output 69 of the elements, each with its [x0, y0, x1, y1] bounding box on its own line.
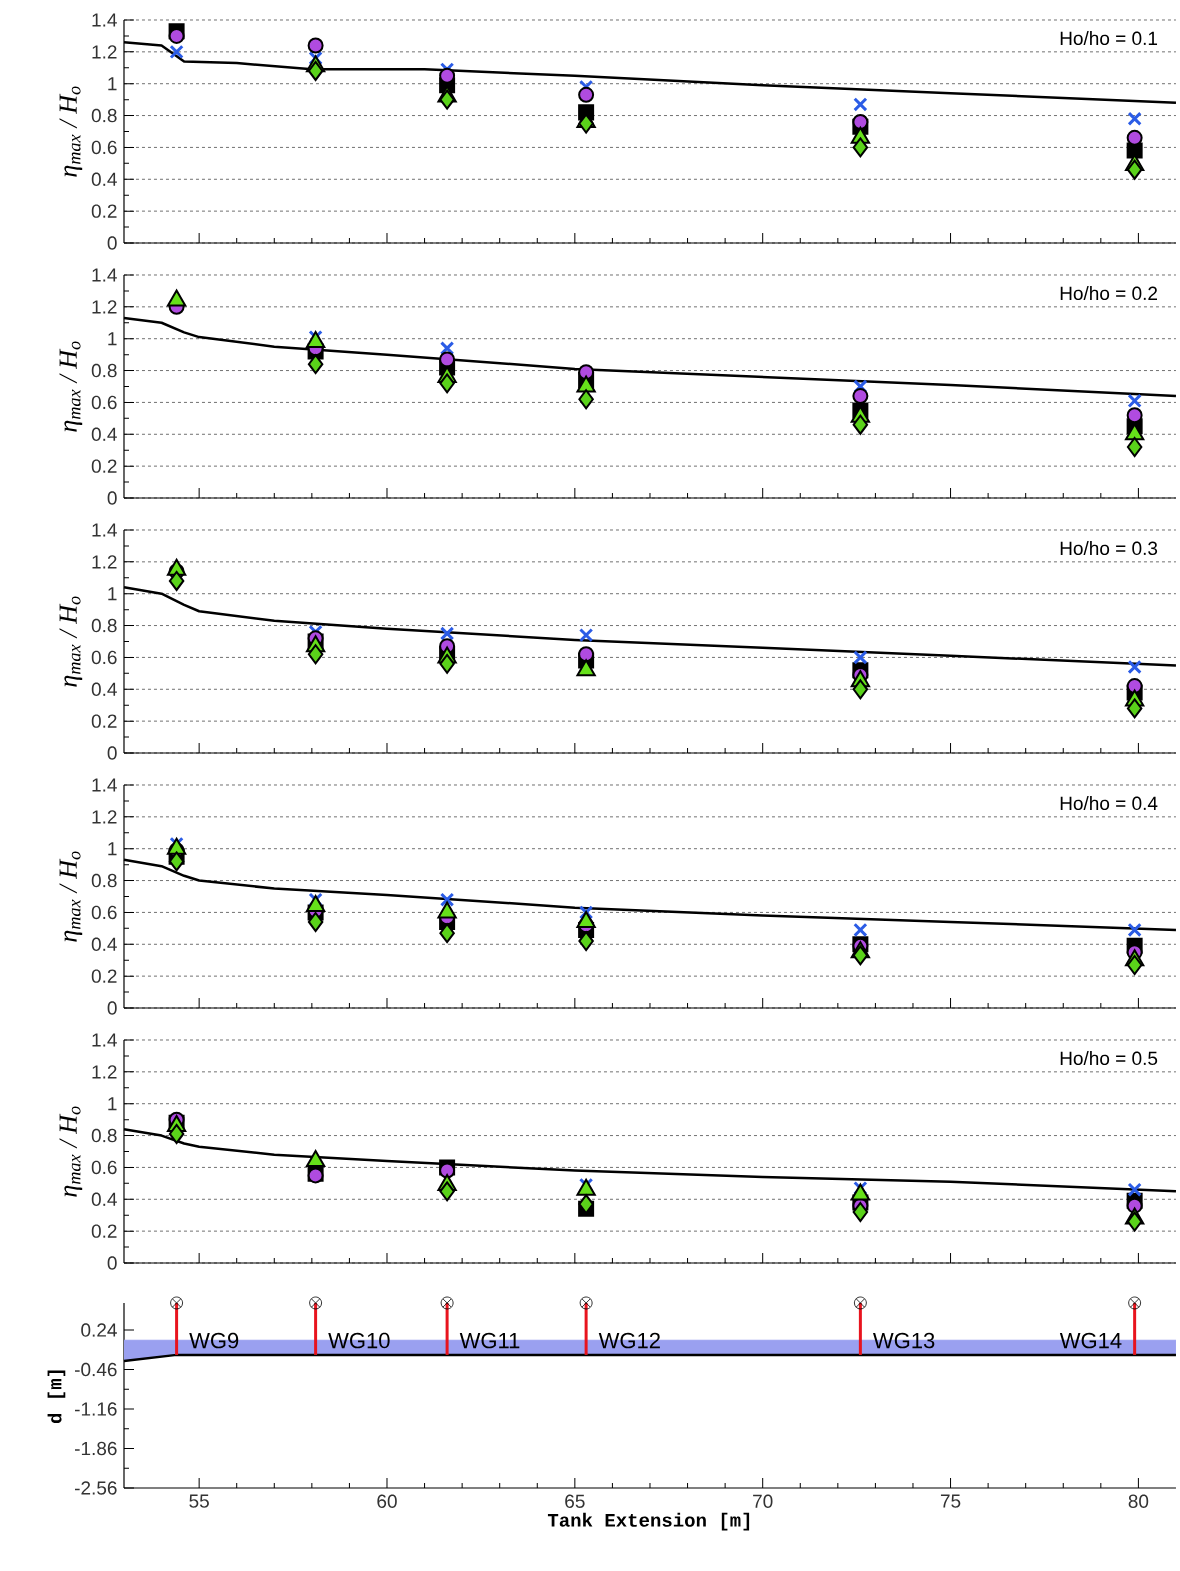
- x-tick-label: 80: [1128, 1494, 1149, 1508]
- y-axis-title: η$_{max}$ / H$_{o}$: [59, 596, 83, 687]
- y-tick-label: 1: [108, 77, 117, 91]
- ref-line-label: WG12: [598, 1332, 660, 1349]
- y-tick-label: 1.2: [92, 555, 117, 569]
- y-tick-label: 0.6: [91, 650, 117, 665]
- y-axis-title: d [m]: [47, 1370, 66, 1424]
- x-tick-label: 65: [565, 1494, 585, 1508]
- y-tick-label: 0.6: [91, 140, 117, 155]
- y-tick-label: 0.2: [91, 459, 117, 473]
- y-axis-title: η$_{max}$ / H$_{o}$: [59, 341, 83, 432]
- y-tick-label: 1.4: [92, 778, 117, 792]
- y-tick-label: 0.6: [91, 1160, 117, 1175]
- y-tick-label: -1.16: [75, 1402, 117, 1416]
- ref-line-label: WG10: [328, 1332, 390, 1349]
- y-tick-label: 0.6: [91, 395, 117, 410]
- y-tick-label: 1.2: [92, 45, 117, 59]
- y-tick-label: 1: [108, 1097, 117, 1111]
- y-tick-label: 1.4: [92, 523, 117, 537]
- y-tick-label: 1.4: [92, 1033, 117, 1047]
- y-tick-label: 0: [107, 1256, 117, 1270]
- y-tick-label: 1: [108, 842, 117, 856]
- annotation: Ho/ho = 0.3: [1060, 541, 1158, 556]
- x-axis-title: Tank Extension [m]: [547, 1512, 750, 1531]
- y-tick-label: 0.2: [91, 714, 117, 728]
- y-tick-label: 0.2: [91, 1224, 117, 1238]
- y-tick-label: 1.2: [92, 1065, 117, 1079]
- y-tick-label: 0.6: [91, 905, 117, 920]
- y-tick-label: 0.8: [91, 618, 117, 633]
- y-tick-label: 0.2: [91, 204, 117, 218]
- x-tick-label: 60: [377, 1494, 397, 1508]
- y-tick-label: 0: [107, 236, 117, 250]
- y-tick-label: 0.8: [91, 873, 117, 888]
- y-tick-label: -0.46: [75, 1362, 117, 1377]
- y-tick-label: 0.8: [91, 363, 117, 378]
- y-tick-label: 0.4: [91, 427, 117, 441]
- y-tick-label: 1.2: [92, 810, 117, 824]
- y-tick-label: 0.4: [91, 937, 117, 951]
- annotation: Ho/ho = 0.5: [1060, 1051, 1158, 1066]
- y-tick-label: 1: [108, 332, 117, 346]
- annotation: Ho/ho = 0.1: [1060, 31, 1158, 46]
- x-tick-label: 75: [940, 1494, 961, 1508]
- x-tick-label: 70: [753, 1494, 773, 1508]
- y-tick-label: 1.2: [92, 300, 117, 314]
- y-tick-label: 1.4: [92, 13, 117, 27]
- y-tick-label: 1: [108, 587, 117, 601]
- y-tick-label: 0: [107, 1001, 117, 1015]
- y-tick-label: 0.8: [91, 1128, 117, 1143]
- ref-line-label: WG9: [189, 1332, 239, 1349]
- x-tick-label: 55: [189, 1494, 209, 1508]
- y-axis-title: η$_{max}$ / H$_{o}$: [59, 851, 83, 942]
- y-tick-label: 0.8: [91, 108, 117, 123]
- ref-line-label: WG11: [459, 1332, 520, 1349]
- y-tick-label: 0.4: [91, 172, 117, 186]
- y-axis-title: η$_{max}$ / H$_{o}$: [59, 1106, 83, 1197]
- annotation: Ho/ho = 0.2: [1060, 286, 1158, 301]
- annotation: Ho/ho = 0.4: [1060, 796, 1158, 811]
- y-tick-label: -2.56: [75, 1481, 117, 1495]
- y-tick-label: 1.4: [92, 268, 117, 282]
- ref-line-label: WG13: [873, 1332, 935, 1349]
- y-tick-label: 0.2: [91, 969, 117, 983]
- y-tick-label: 0: [107, 746, 117, 760]
- y-tick-label: 0.24: [81, 1323, 117, 1337]
- y-tick-label: 0: [107, 491, 117, 505]
- y-tick-label: -1.86: [75, 1441, 117, 1456]
- y-tick-label: 0.4: [91, 682, 117, 696]
- y-tick-label: 0.4: [91, 1192, 117, 1206]
- y-axis-title: η$_{max}$ / H$_{o}$: [59, 86, 83, 177]
- ref-line-label: WG14: [1059, 1332, 1122, 1349]
